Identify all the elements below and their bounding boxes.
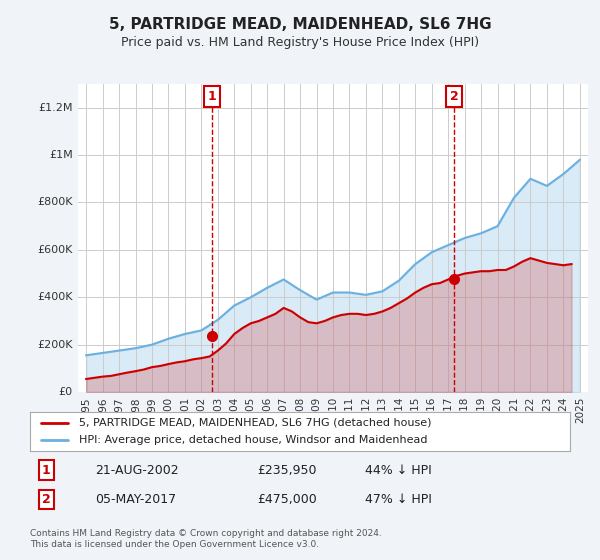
Text: 5, PARTRIDGE MEAD, MAIDENHEAD, SL6 7HG (detached house): 5, PARTRIDGE MEAD, MAIDENHEAD, SL6 7HG (… xyxy=(79,418,431,428)
Text: £0: £0 xyxy=(59,387,73,397)
Text: HPI: Average price, detached house, Windsor and Maidenhead: HPI: Average price, detached house, Wind… xyxy=(79,435,427,445)
Text: 44% ↓ HPI: 44% ↓ HPI xyxy=(365,464,431,477)
Text: 1: 1 xyxy=(42,464,50,477)
Text: 5, PARTRIDGE MEAD, MAIDENHEAD, SL6 7HG: 5, PARTRIDGE MEAD, MAIDENHEAD, SL6 7HG xyxy=(109,17,491,32)
Text: £1M: £1M xyxy=(49,150,73,160)
Text: 2: 2 xyxy=(449,90,458,103)
Text: £600K: £600K xyxy=(38,245,73,255)
Text: £400K: £400K xyxy=(37,292,73,302)
Text: £1.2M: £1.2M xyxy=(38,102,73,113)
Text: £475,000: £475,000 xyxy=(257,493,317,506)
Text: £800K: £800K xyxy=(37,198,73,207)
Text: £235,950: £235,950 xyxy=(257,464,316,477)
Text: 05-MAY-2017: 05-MAY-2017 xyxy=(95,493,176,506)
Text: 1: 1 xyxy=(208,90,217,103)
Text: 47% ↓ HPI: 47% ↓ HPI xyxy=(365,493,431,506)
Text: 2: 2 xyxy=(42,493,50,506)
Text: £200K: £200K xyxy=(37,339,73,349)
Text: Price paid vs. HM Land Registry's House Price Index (HPI): Price paid vs. HM Land Registry's House … xyxy=(121,36,479,49)
Text: Contains HM Land Registry data © Crown copyright and database right 2024.
This d: Contains HM Land Registry data © Crown c… xyxy=(30,529,382,549)
Text: 21-AUG-2002: 21-AUG-2002 xyxy=(95,464,178,477)
